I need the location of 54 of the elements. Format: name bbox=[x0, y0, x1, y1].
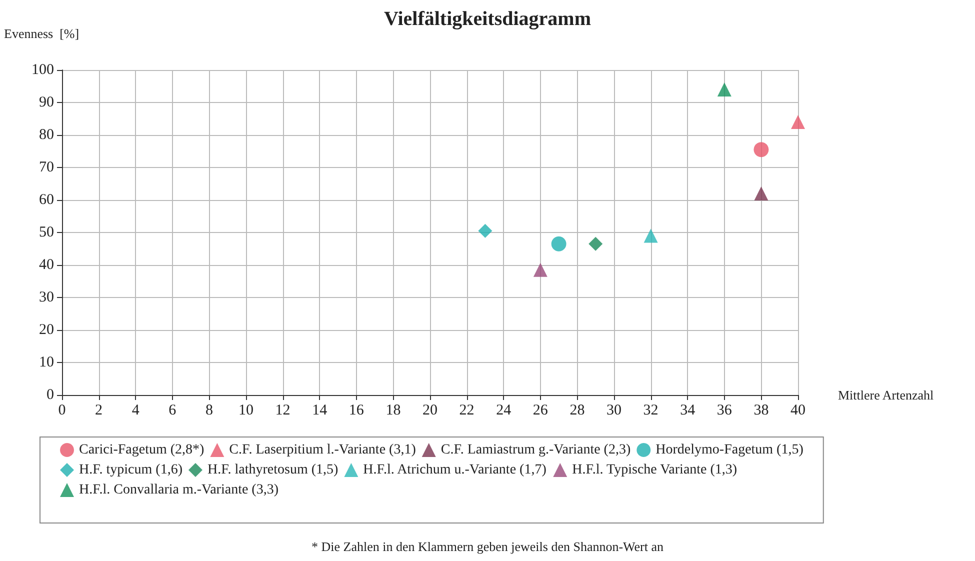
x-tick-label: 40 bbox=[790, 402, 806, 418]
x-axis-title: Mittlere Artenzahl bbox=[838, 388, 934, 402]
text: * Die Zahlen in den Klammern geben jeweils den Shannon-Wert an bbox=[311, 539, 664, 554]
x-tick-label: 16 bbox=[348, 402, 364, 418]
x-tick-label: 36 bbox=[716, 402, 732, 418]
x-tick-label: 30 bbox=[606, 402, 622, 418]
x-tick-label: 32 bbox=[643, 402, 658, 418]
x-tick-label: 22 bbox=[459, 402, 474, 418]
y-tick-label: 80 bbox=[39, 127, 54, 143]
legend-label: Hordelymo-Fagetum (1,5) bbox=[656, 442, 804, 458]
legend-label: H.F.l. Convallaria m.-Variante (3,3) bbox=[79, 482, 279, 498]
x-tick-label: 26 bbox=[532, 402, 548, 418]
y-tick-label: 20 bbox=[39, 322, 54, 338]
legend-label: H.F. lathyretosum (1,5) bbox=[207, 462, 339, 478]
y-tick-label: 100 bbox=[32, 62, 54, 78]
y-tick-label: 40 bbox=[39, 257, 54, 273]
y-tick-label: 10 bbox=[39, 354, 54, 370]
x-tick-label: 34 bbox=[680, 402, 696, 418]
point bbox=[478, 224, 492, 238]
y-tick-label: 90 bbox=[39, 94, 54, 110]
x-tick-label: 14 bbox=[312, 402, 328, 418]
x-tick-label: 20 bbox=[422, 402, 438, 418]
x-tick-label: 10 bbox=[238, 402, 254, 418]
chart-title: Vielfältigkeitsdiagramm bbox=[384, 8, 592, 30]
x-tick-label: 12 bbox=[275, 402, 290, 418]
legend-label: C.F. Lamiastrum g.-Variante (2,3) bbox=[440, 442, 631, 458]
x-tick-label: 38 bbox=[754, 402, 769, 418]
x-tick-label: 0 bbox=[58, 402, 66, 418]
x-tick-label: 8 bbox=[205, 402, 213, 418]
x-tick-label: 18 bbox=[386, 402, 401, 418]
y-tick-label: 50 bbox=[39, 224, 54, 240]
point bbox=[754, 142, 769, 158]
x-tick-label: 6 bbox=[168, 402, 177, 418]
point bbox=[717, 82, 732, 96]
point bbox=[533, 262, 548, 277]
x-tick-label: 28 bbox=[570, 402, 585, 418]
point bbox=[644, 228, 658, 243]
point bbox=[754, 186, 768, 200]
legend-label: H.F.l. Atrichum u.-Variante (1,7) bbox=[363, 462, 547, 478]
y-tick-label: 0 bbox=[46, 387, 54, 403]
legend-label: H.F. typicum (1,6) bbox=[79, 462, 183, 478]
x-tick-label: 24 bbox=[496, 402, 512, 418]
y-axis-title: Evenness [%] bbox=[4, 26, 80, 41]
legend-label: H.F.l. Typische Variante (1,3) bbox=[572, 462, 738, 478]
x-tick-label: 4 bbox=[132, 402, 140, 418]
y-tick-label: 60 bbox=[39, 192, 54, 208]
point bbox=[791, 115, 805, 129]
x-tick-label: 2 bbox=[95, 402, 103, 418]
point bbox=[551, 236, 566, 252]
point bbox=[588, 236, 603, 251]
legend-label: Carici-Fagetum (2,8*) bbox=[79, 442, 205, 458]
legend-label: C.F. Laserpitium l.-Variante (3,1) bbox=[229, 442, 416, 458]
y-tick-label: 70 bbox=[39, 160, 54, 176]
y-tick-label: 30 bbox=[39, 290, 54, 306]
